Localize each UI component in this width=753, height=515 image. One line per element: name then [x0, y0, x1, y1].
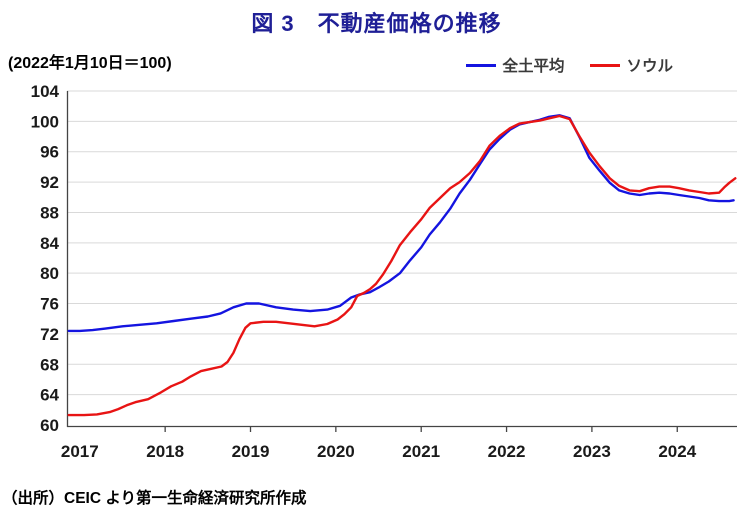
- legend-item-seoul: ソウル: [590, 54, 673, 76]
- legend-label-seoul: ソウル: [626, 58, 673, 75]
- x-axis-label-2019: 2019: [232, 442, 270, 461]
- series-line-seoul: [67, 114, 737, 417]
- y-axis-label-64: 64: [40, 386, 59, 405]
- legend-label-nationwide: 全土平均: [502, 58, 565, 75]
- x-axis-label-2021: 2021: [402, 442, 440, 461]
- price-line-chart-plot: 2017 2018 2019 2020 2021 2022 2023 2024 60 64 68 72…: [31, 82, 737, 461]
- series-line-nationwide: [67, 114, 735, 333]
- y-axis-label-96: 96: [40, 143, 59, 162]
- y-axis-label-80: 80: [40, 264, 59, 283]
- chart-title: 図 3 不動産価格の推移: [251, 11, 502, 36]
- y-axis-label-88: 88: [40, 203, 59, 222]
- x-axis-label-2017: 2017: [61, 442, 99, 461]
- y-axis-label-72: 72: [40, 325, 59, 344]
- y-axis-label-84: 84: [40, 234, 59, 253]
- x-axis-label-2024: 2024: [658, 442, 696, 461]
- y-axis-label-100: 100: [31, 112, 59, 131]
- x-axis-label-2023: 2023: [573, 442, 611, 461]
- y-axis-label-92: 92: [40, 173, 59, 192]
- nationwide-line-swatch: [466, 63, 497, 67]
- x-axis-label-2022: 2022: [488, 442, 526, 461]
- y-axis-label-76: 76: [40, 295, 59, 314]
- x-axis-label-2020: 2020: [317, 442, 355, 461]
- y-axis-label-60: 60: [40, 416, 59, 435]
- seoul-line-swatch: [590, 63, 621, 67]
- chart-legend: 全土平均 ソウル: [466, 54, 673, 76]
- y-axis-label-68: 68: [40, 355, 59, 374]
- source-note: （出所）CEIC より第一生命経済研究所作成: [2, 490, 307, 507]
- y-axis-label-104: 104: [31, 82, 60, 101]
- x-axis-label-2018: 2018: [146, 442, 184, 461]
- index-base-note: (2022年1月10日＝100): [8, 55, 172, 72]
- legend-item-nationwide: 全土平均: [466, 54, 564, 76]
